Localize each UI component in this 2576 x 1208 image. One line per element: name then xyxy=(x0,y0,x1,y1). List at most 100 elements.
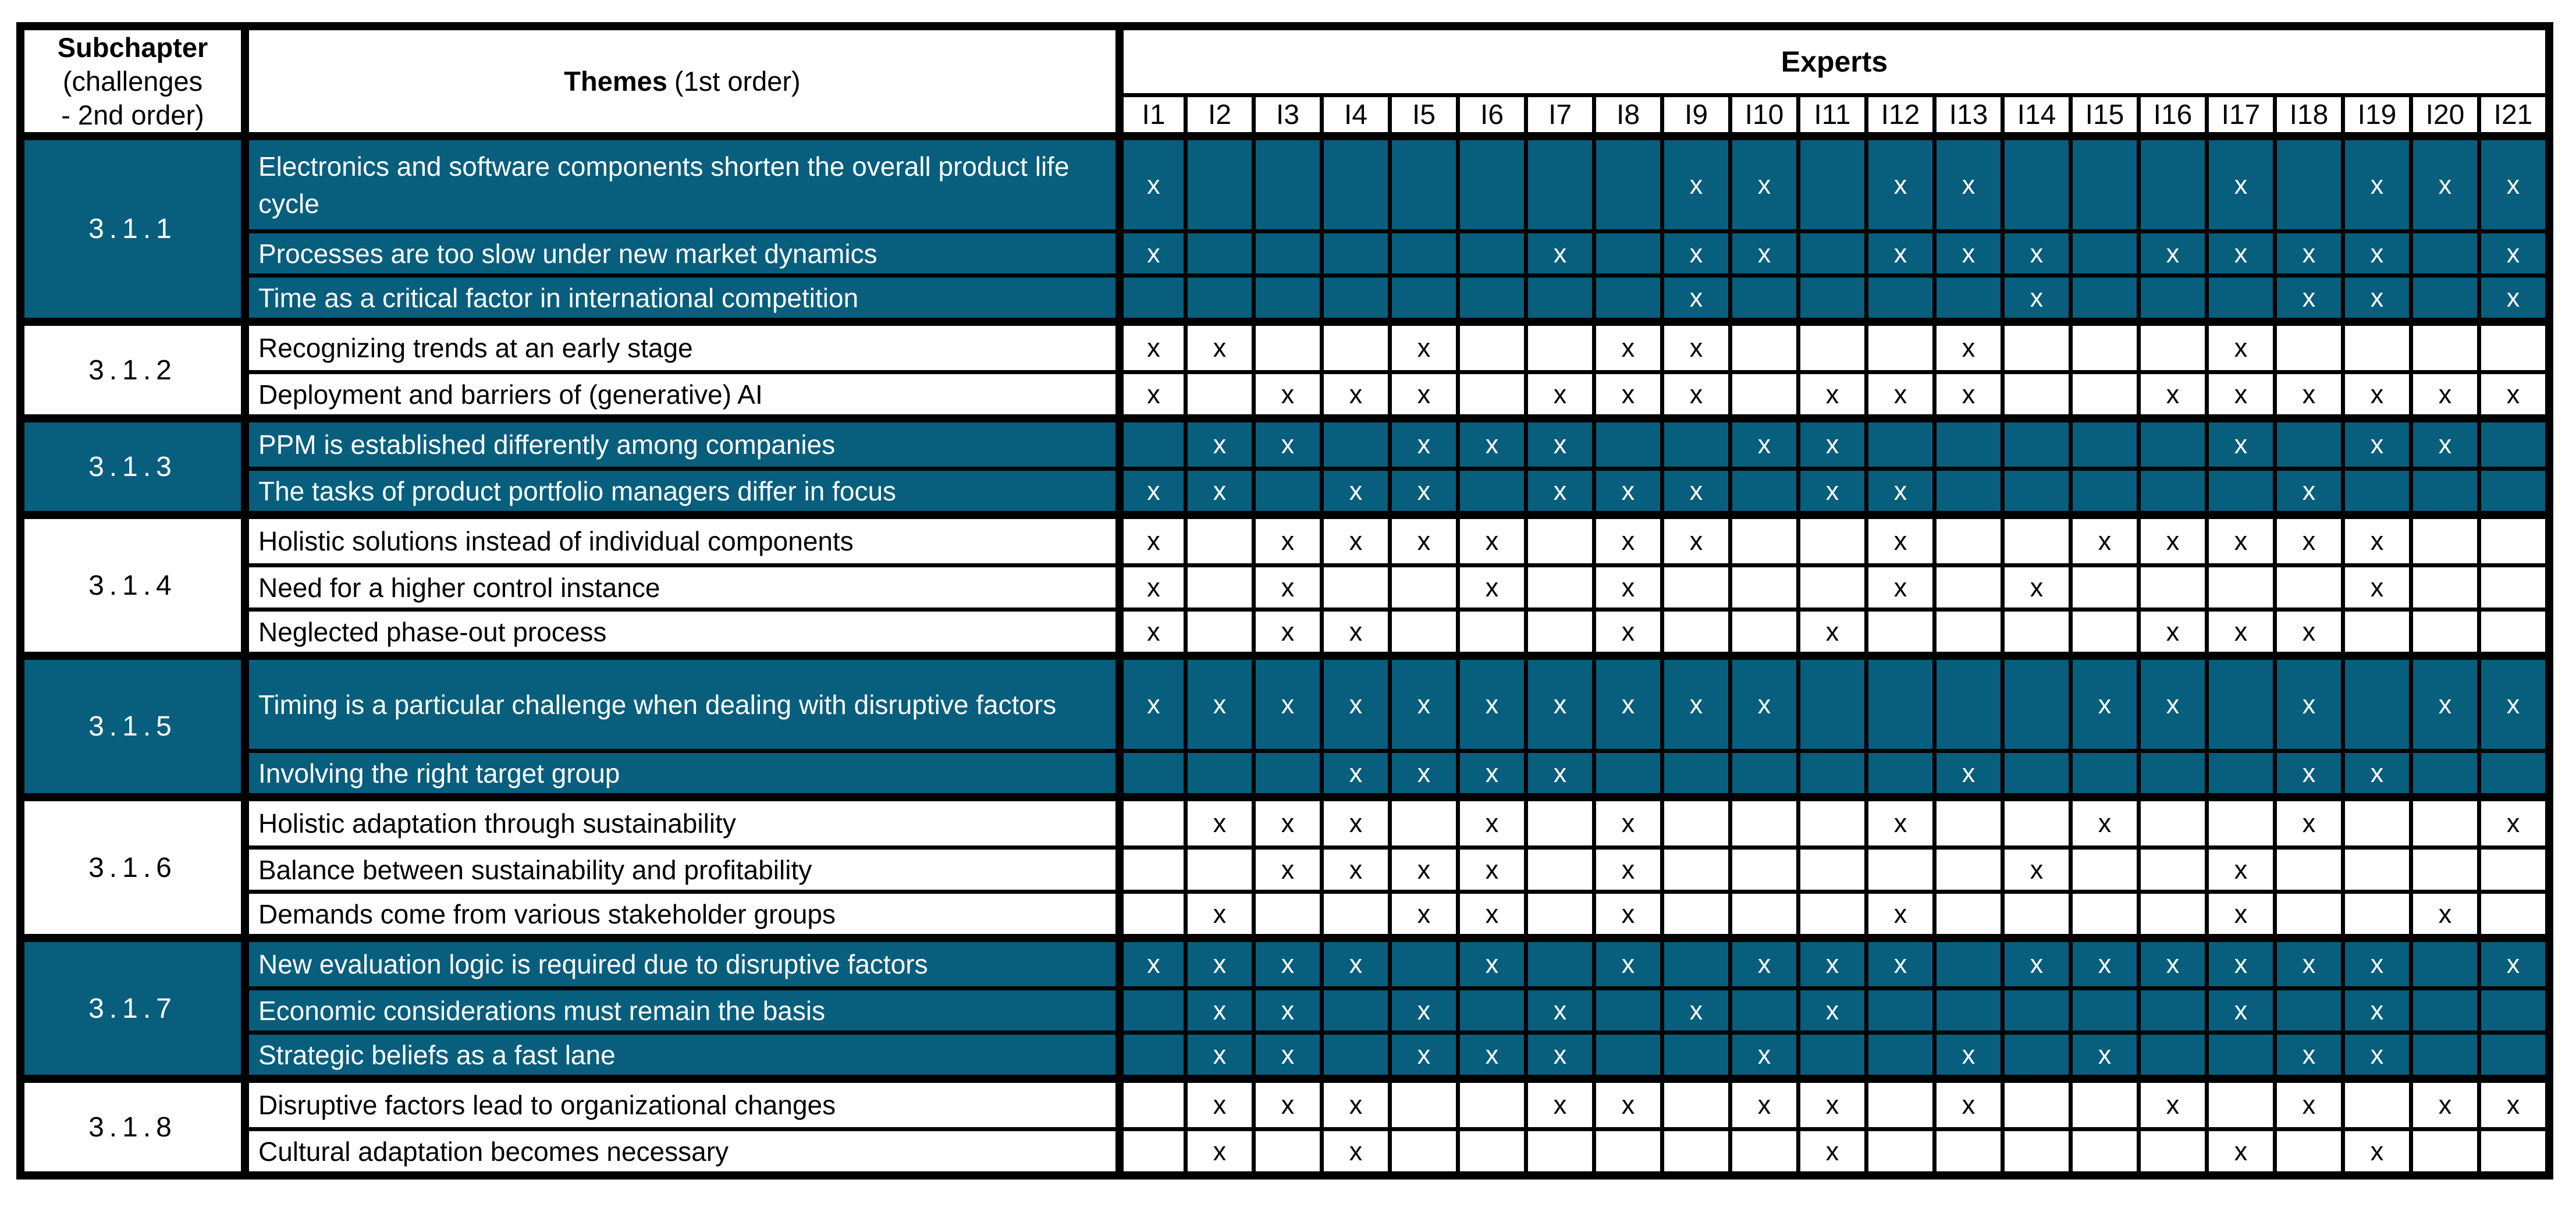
theme-cell: Recognizing trends at an early stage xyxy=(241,326,1115,370)
expert-empty-cell xyxy=(2137,986,2205,1031)
header-divider xyxy=(24,132,2545,140)
expert-empty-cell xyxy=(1864,326,1932,370)
expert-mark-cell: x xyxy=(2205,890,2273,934)
expert-empty-cell xyxy=(1864,986,1932,1031)
expert-empty-cell xyxy=(1932,986,2001,1031)
expert-mark-cell: x xyxy=(2273,1083,2341,1127)
expert-mark-cell: x xyxy=(2137,660,2205,749)
expert-empty-cell xyxy=(2409,801,2477,845)
expert-col-header-I11: I11 xyxy=(1796,97,1864,132)
expert-empty-cell xyxy=(2477,519,2545,563)
expert-empty-cell xyxy=(2001,749,2069,793)
expert-mark-cell: x xyxy=(2341,140,2409,229)
expert-empty-cell xyxy=(1388,229,1456,273)
expert-mark-cell: x xyxy=(1932,326,2001,370)
expert-mark-cell: x xyxy=(1796,467,1864,511)
expert-empty-cell xyxy=(1524,1127,1592,1171)
expert-mark-cell: x xyxy=(1320,660,1388,749)
expert-mark-cell: x xyxy=(1252,563,1320,607)
expert-empty-cell xyxy=(2273,890,2341,934)
expert-mark-cell: x xyxy=(2341,1031,2409,1075)
expert-empty-cell xyxy=(1456,467,1524,511)
expert-mark-cell: x xyxy=(2273,467,2341,511)
expert-empty-cell xyxy=(1932,1127,2001,1171)
expert-empty-cell xyxy=(2001,1127,2069,1171)
expert-mark-cell: x xyxy=(1184,467,1252,511)
expert-mark-cell: x xyxy=(2273,273,2341,318)
expert-empty-cell xyxy=(2001,370,2069,414)
expert-empty-cell xyxy=(1796,749,1864,793)
expert-empty-cell xyxy=(2477,845,2545,890)
expert-mark-cell: x xyxy=(1115,563,1184,607)
expert-empty-cell xyxy=(1592,273,1660,318)
expert-mark-cell: x xyxy=(1932,370,2001,414)
expert-empty-cell xyxy=(2069,749,2137,793)
expert-empty-cell xyxy=(1115,845,1184,890)
expert-theme-matrix-table: Subchapter (challenges - 2nd order) Them… xyxy=(16,22,2553,1179)
expert-mark-cell: x xyxy=(2205,140,2273,229)
expert-empty-cell xyxy=(2409,467,2477,511)
expert-mark-cell: x xyxy=(1660,140,1728,229)
expert-mark-cell: x xyxy=(1184,422,1252,467)
expert-empty-cell xyxy=(1524,942,1592,986)
subchapter-cell-3.1.2: 3.1.2 xyxy=(88,354,177,386)
expert-empty-cell xyxy=(1592,140,1660,229)
expert-empty-cell xyxy=(1796,845,1864,890)
expert-empty-cell xyxy=(1456,607,1524,652)
expert-empty-cell xyxy=(1796,563,1864,607)
expert-empty-cell xyxy=(2001,660,2069,749)
expert-mark-cell: x xyxy=(1524,749,1592,793)
expert-mark-cell: x xyxy=(2273,607,2341,652)
expert-empty-cell xyxy=(1796,229,1864,273)
expert-empty-cell xyxy=(1524,607,1592,652)
expert-empty-cell xyxy=(2273,140,2341,229)
expert-mark-cell: x xyxy=(1252,845,1320,890)
expert-empty-cell xyxy=(1728,1127,1796,1171)
expert-mark-cell: x xyxy=(1932,1083,2001,1127)
expert-mark-cell: x xyxy=(2001,273,2069,318)
expert-mark-cell: x xyxy=(2137,519,2205,563)
expert-mark-cell: x xyxy=(2205,942,2273,986)
expert-empty-cell xyxy=(2341,326,2409,370)
expert-mark-cell: x xyxy=(1796,370,1864,414)
expert-mark-cell: x xyxy=(1388,1031,1456,1075)
theme-cell: Electronics and software components shor… xyxy=(241,140,1115,229)
expert-empty-cell xyxy=(1660,1083,1728,1127)
subchapter-cell-3.1.7: 3.1.7 xyxy=(24,942,241,1075)
expert-empty-cell xyxy=(1728,986,1796,1031)
expert-empty-cell xyxy=(1184,845,1252,890)
expert-col-header-I20: I20 xyxy=(2409,97,2477,132)
expert-empty-cell xyxy=(1728,801,1796,845)
expert-empty-cell xyxy=(2069,986,2137,1031)
expert-empty-cell xyxy=(2273,326,2341,370)
expert-empty-cell xyxy=(2341,607,2409,652)
expert-mark-cell: x xyxy=(1592,801,1660,845)
expert-empty-cell xyxy=(2409,1031,2477,1075)
expert-empty-cell xyxy=(1115,890,1184,934)
expert-mark-cell: x xyxy=(1524,986,1592,1031)
expert-empty-cell xyxy=(1728,273,1796,318)
expert-empty-cell xyxy=(2069,563,2137,607)
expert-mark-cell: x xyxy=(1320,1083,1388,1127)
expert-empty-cell xyxy=(1524,140,1592,229)
expert-mark-cell: x xyxy=(1252,801,1320,845)
expert-empty-cell xyxy=(1252,890,1320,934)
expert-mark-cell: x xyxy=(1320,942,1388,986)
theme-cell: Holistic solutions instead of individual… xyxy=(241,519,1115,563)
expert-mark-cell: x xyxy=(2205,607,2273,652)
expert-col-header-I21: I21 xyxy=(2477,97,2545,132)
expert-mark-cell: x xyxy=(1456,845,1524,890)
expert-empty-cell xyxy=(2341,1083,2409,1127)
expert-empty-cell xyxy=(1320,563,1388,607)
expert-empty-cell xyxy=(1184,749,1252,793)
expert-mark-cell: x xyxy=(1456,519,1524,563)
expert-empty-cell xyxy=(1728,607,1796,652)
expert-mark-cell: x xyxy=(2205,986,2273,1031)
expert-empty-cell xyxy=(1796,140,1864,229)
expert-empty-cell xyxy=(1864,607,1932,652)
expert-mark-cell: x xyxy=(1728,140,1796,229)
expert-mark-cell: x xyxy=(2477,370,2545,414)
expert-empty-cell xyxy=(1115,1127,1184,1171)
expert-empty-cell xyxy=(2137,422,2205,467)
expert-empty-cell xyxy=(2069,1127,2137,1171)
